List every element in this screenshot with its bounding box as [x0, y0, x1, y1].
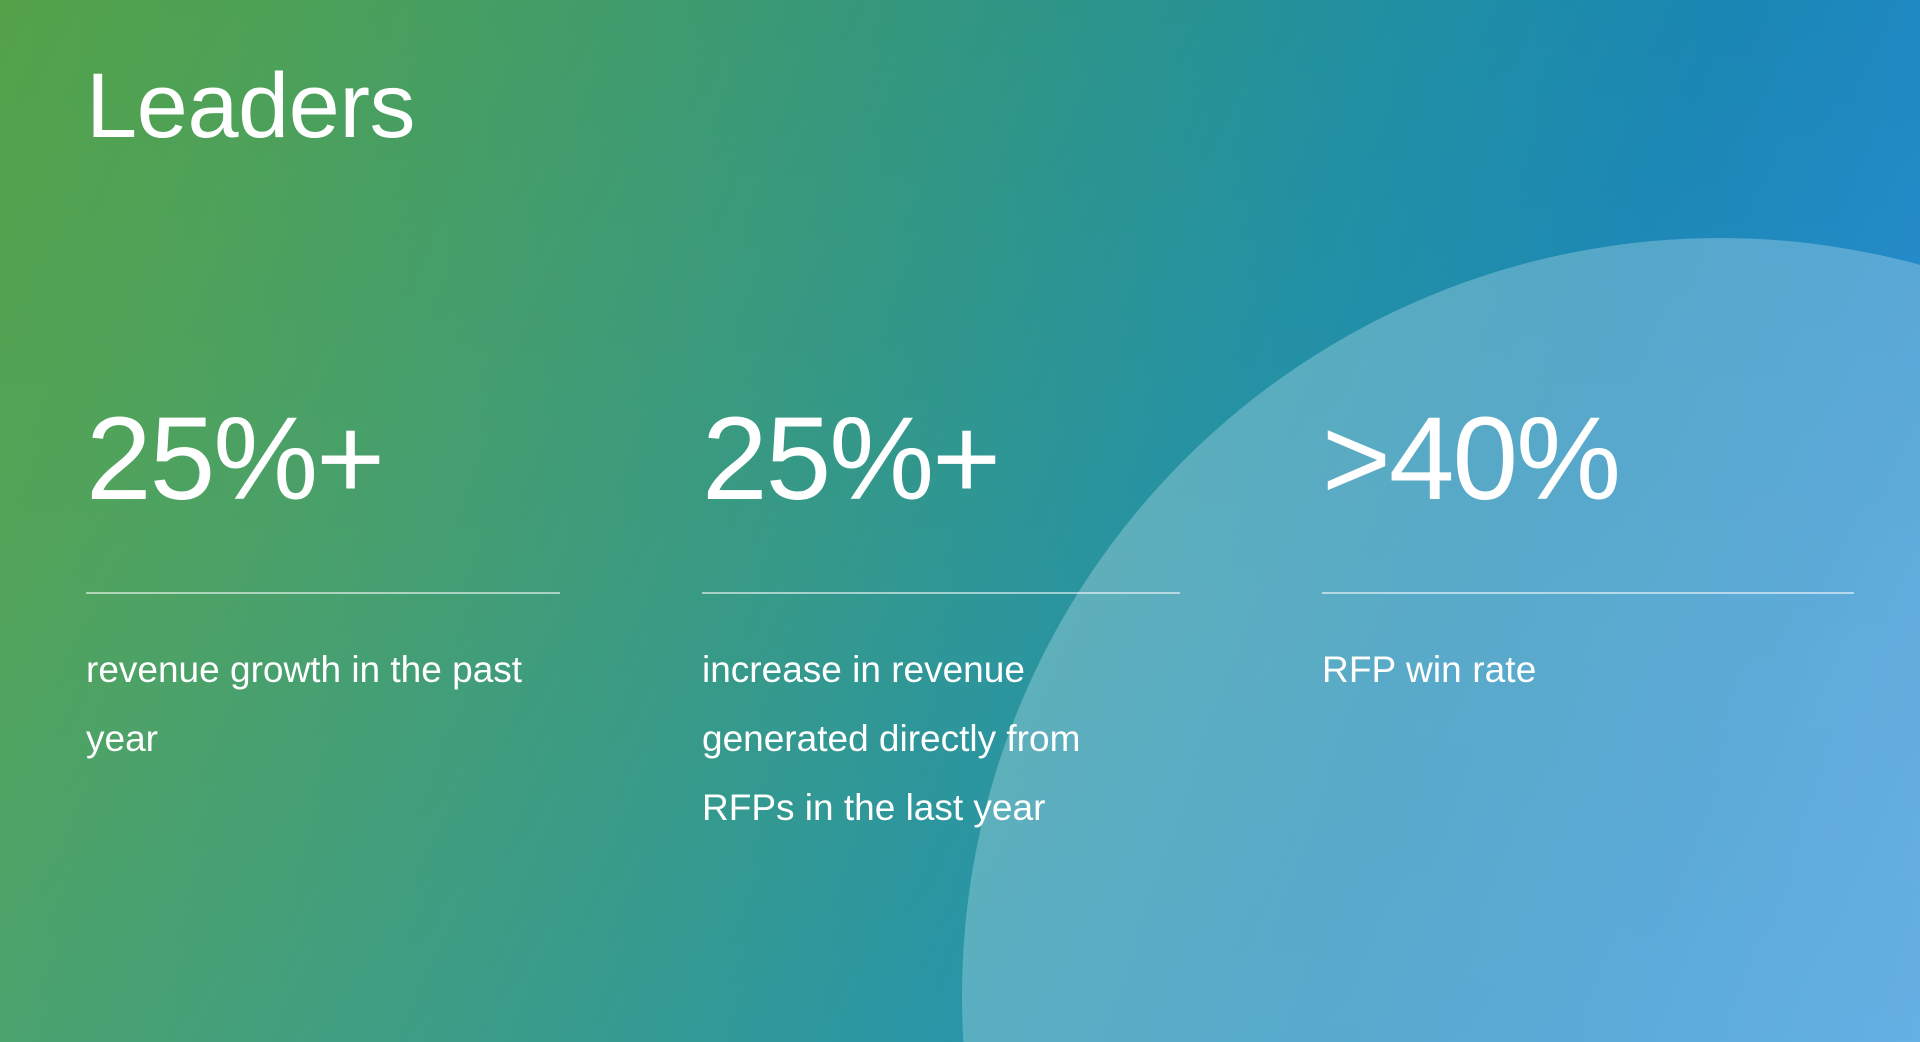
stat-label: RFP win rate [1322, 649, 1537, 690]
stat-divider [702, 592, 1180, 594]
stat-card-revenue-growth: 25%+ revenue growth in the past year [0, 400, 620, 774]
stat-label: increase in revenue generated directly f… [702, 649, 1081, 828]
stat-divider [1322, 592, 1854, 594]
stat-card-rfp-revenue-increase: 25%+ increase in revenue generated direc… [620, 400, 1240, 842]
stats-row: 25%+ revenue growth in the past year 25%… [0, 400, 1920, 842]
stat-label: revenue growth in the past year [86, 649, 523, 759]
stat-divider [86, 592, 560, 594]
stat-card-rfp-win-rate: >40% RFP win rate [1240, 400, 1920, 705]
stat-value: 25%+ [86, 393, 385, 525]
stat-value: 25%+ [702, 393, 1001, 525]
stat-value: >40% [1322, 393, 1621, 525]
page-title: Leaders [86, 55, 415, 157]
